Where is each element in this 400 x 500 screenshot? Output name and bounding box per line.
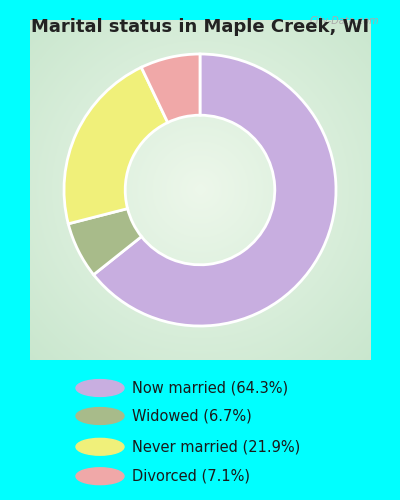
- Circle shape: [76, 468, 124, 484]
- Wedge shape: [68, 208, 142, 274]
- Text: City-Data.com: City-Data.com: [310, 16, 380, 26]
- Circle shape: [76, 380, 124, 396]
- Wedge shape: [64, 68, 168, 224]
- Text: Widowed (6.7%): Widowed (6.7%): [132, 408, 252, 424]
- Text: Now married (64.3%): Now married (64.3%): [132, 380, 288, 396]
- Circle shape: [76, 438, 124, 455]
- Circle shape: [76, 408, 124, 424]
- Wedge shape: [94, 54, 336, 326]
- Text: Divorced (7.1%): Divorced (7.1%): [132, 468, 250, 483]
- Text: Marital status in Maple Creek, WI: Marital status in Maple Creek, WI: [31, 18, 369, 36]
- Text: Never married (21.9%): Never married (21.9%): [132, 440, 300, 454]
- Wedge shape: [141, 54, 200, 122]
